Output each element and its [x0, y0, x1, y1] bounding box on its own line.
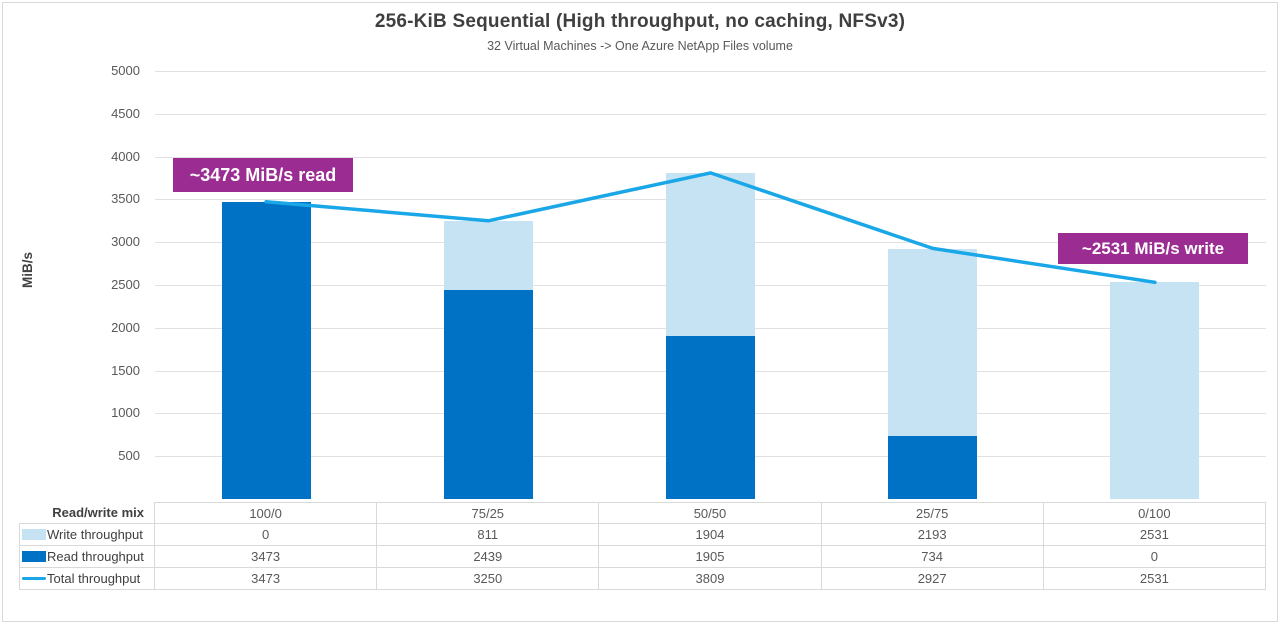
- y-tick-label: 2000: [111, 319, 140, 335]
- annotation-write-peak: ~2531 MiB/s write: [1058, 233, 1248, 264]
- table-category-header: 0/100: [1043, 502, 1266, 524]
- table-value-cell: 811: [377, 524, 600, 546]
- table-value-cell: 3473: [155, 568, 378, 590]
- annotation-read-peak: ~3473 MiB/s read: [173, 158, 353, 192]
- plot-area: [155, 71, 1266, 499]
- read-throughput-bar: [221, 201, 311, 499]
- table-value-cell: 0: [155, 524, 378, 546]
- legend-label: Total throughput: [47, 571, 141, 586]
- chart-title: 256-KiB Sequential (High throughput, no …: [374, 11, 906, 32]
- y-tick-label: 4000: [111, 148, 140, 164]
- read-throughput-bar: [888, 436, 978, 499]
- line-legend-swatch: [22, 577, 46, 580]
- table-category-header: 100/0: [155, 502, 378, 524]
- legend-label: Read throughput: [47, 549, 144, 564]
- y-tick-label: 2500: [111, 277, 140, 292]
- write-throughput-bar: [1110, 282, 1200, 499]
- table-value-cell: 0: [1043, 546, 1266, 568]
- table-row-label: Write throughput: [19, 524, 155, 546]
- table-value-cell: 2531: [1043, 568, 1266, 590]
- table-row-label: Read throughput: [19, 546, 155, 568]
- write-throughput-bar: [443, 220, 533, 291]
- write-throughput-bar: [666, 172, 755, 336]
- chart-subtitle: 32 Virtual Machines -> One Azure NetApp …: [487, 39, 793, 53]
- y-tick-label: 3500: [111, 191, 140, 207]
- table-value-cell: 1904: [599, 524, 822, 546]
- gridline: [155, 113, 1266, 115]
- y-tick-label: 1500: [111, 362, 140, 378]
- table-category-header: 75/25: [377, 502, 600, 524]
- table-value-cell: 1905: [599, 546, 822, 568]
- table-value-cell: 3250: [377, 568, 600, 590]
- bar-legend-swatch: [22, 529, 46, 540]
- table-value-cell: 2439: [377, 546, 600, 568]
- table-category-header: 25/75: [821, 502, 1044, 524]
- legend-label: Write throughput: [47, 527, 143, 542]
- table-value-cell: 734: [821, 546, 1044, 568]
- y-tick-label: 3000: [111, 234, 140, 250]
- table-row-label: Total throughput: [19, 568, 155, 590]
- table-value-cell: 3473: [155, 546, 378, 568]
- y-tick-label: 1000: [111, 405, 140, 421]
- y-tick-label: 4500: [111, 105, 140, 121]
- y-tick-label: 500: [118, 448, 140, 464]
- table-category-header: 50/50: [599, 502, 822, 524]
- read-throughput-bar: [443, 290, 533, 499]
- y-axis-label: MiB/s: [20, 252, 35, 289]
- table-corner-label: Read/write mix: [19, 502, 155, 524]
- write-throughput-bar: [888, 248, 978, 437]
- table-value-cell: 2193: [821, 524, 1044, 546]
- read-throughput-bar: [666, 335, 755, 499]
- gridline: [155, 71, 1266, 72]
- table-value-cell: 2927: [821, 568, 1044, 590]
- total-throughput-line: [264, 171, 1157, 285]
- gridline: [155, 156, 1266, 158]
- y-tick-label: 5000: [111, 63, 140, 78]
- table-value-cell: 2531: [1043, 524, 1266, 546]
- table-value-cell: 3809: [599, 568, 822, 590]
- data-table: Read/write mix 100/0 75/25 50/50 25/75 0/100 W…: [19, 502, 1266, 590]
- bar-legend-swatch: [22, 551, 46, 562]
